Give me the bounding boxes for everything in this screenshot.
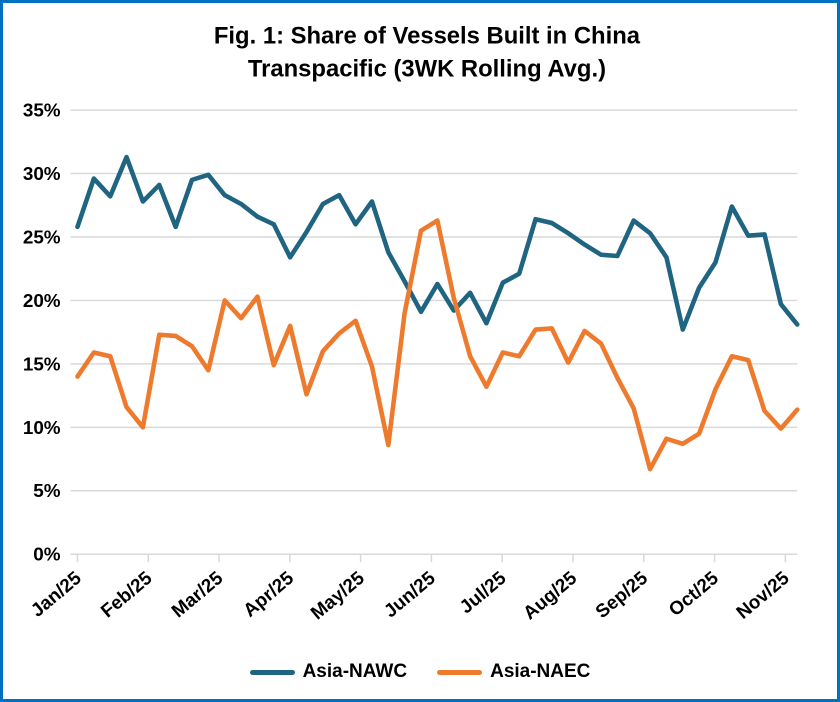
legend-label-asia-naec: Asia-NAEC: [490, 661, 591, 682]
x-axis-tick-label: Jun/25: [380, 567, 439, 621]
x-axis-tick-label: May/25: [306, 567, 368, 623]
y-axis-tick-label: 10%: [23, 417, 61, 438]
x-axis-group: Jan/25 Feb/25 Mar/25 Apr/25 May/25 Jun/25 Jul/…: [27, 554, 793, 623]
asia-nawc-line-swatch: [249, 669, 295, 675]
x-axis-tick-label: Jul/25: [455, 567, 509, 617]
gridlines-group: [70, 109, 798, 555]
y-axis-tick-label: 20%: [23, 290, 61, 311]
legend-item-asia-naec: Asia-NAEC: [437, 661, 590, 683]
x-axis-tick-label: Sep/25: [591, 567, 651, 622]
x-axis-tick-label: Jan/25: [27, 567, 85, 621]
legend-label-asia-nawc: Asia-NAWC: [302, 661, 408, 682]
x-axis-tick-label: Apr/25: [239, 567, 297, 621]
series-line-asia-nawc: [75, 154, 800, 332]
y-axis-labels-group: 0% 5% 10% 15% 20% 25% 30% 35%: [23, 100, 61, 565]
y-axis-tick-label: 35%: [23, 100, 61, 121]
y-axis-tick-label: 5%: [33, 480, 60, 501]
chart-canvas: Fig. 1: Share of Vessels Built in China …: [23, 23, 800, 623]
chart-title-line1: Fig. 1: Share of Vessels Built in China: [214, 23, 641, 50]
y-axis-tick-label: 0%: [33, 544, 60, 565]
chart-title-line2: Transpacific (3WK Rolling Avg.): [248, 55, 606, 82]
series-lines-group: [75, 154, 800, 472]
x-axis-tick-label: Feb/25: [97, 567, 156, 621]
x-axis-tick-label: Nov/25: [732, 567, 793, 623]
asia-naec-line-swatch: [437, 669, 483, 675]
x-axis-tick-label: Oct/25: [664, 567, 722, 620]
y-axis-tick-label: 30%: [23, 163, 61, 184]
y-axis-tick-label: 15%: [23, 353, 61, 374]
x-axis-tick-label: Mar/25: [167, 567, 226, 621]
y-axis-tick-label: 25%: [23, 226, 61, 247]
legend-item-asia-nawc: Asia-NAWC: [249, 661, 408, 683]
x-axis-tick-label: Aug/25: [519, 567, 581, 623]
chart-legend: Asia-NAWC Asia-NAEC: [3, 661, 837, 683]
series-line-asia-naec: [75, 218, 800, 472]
